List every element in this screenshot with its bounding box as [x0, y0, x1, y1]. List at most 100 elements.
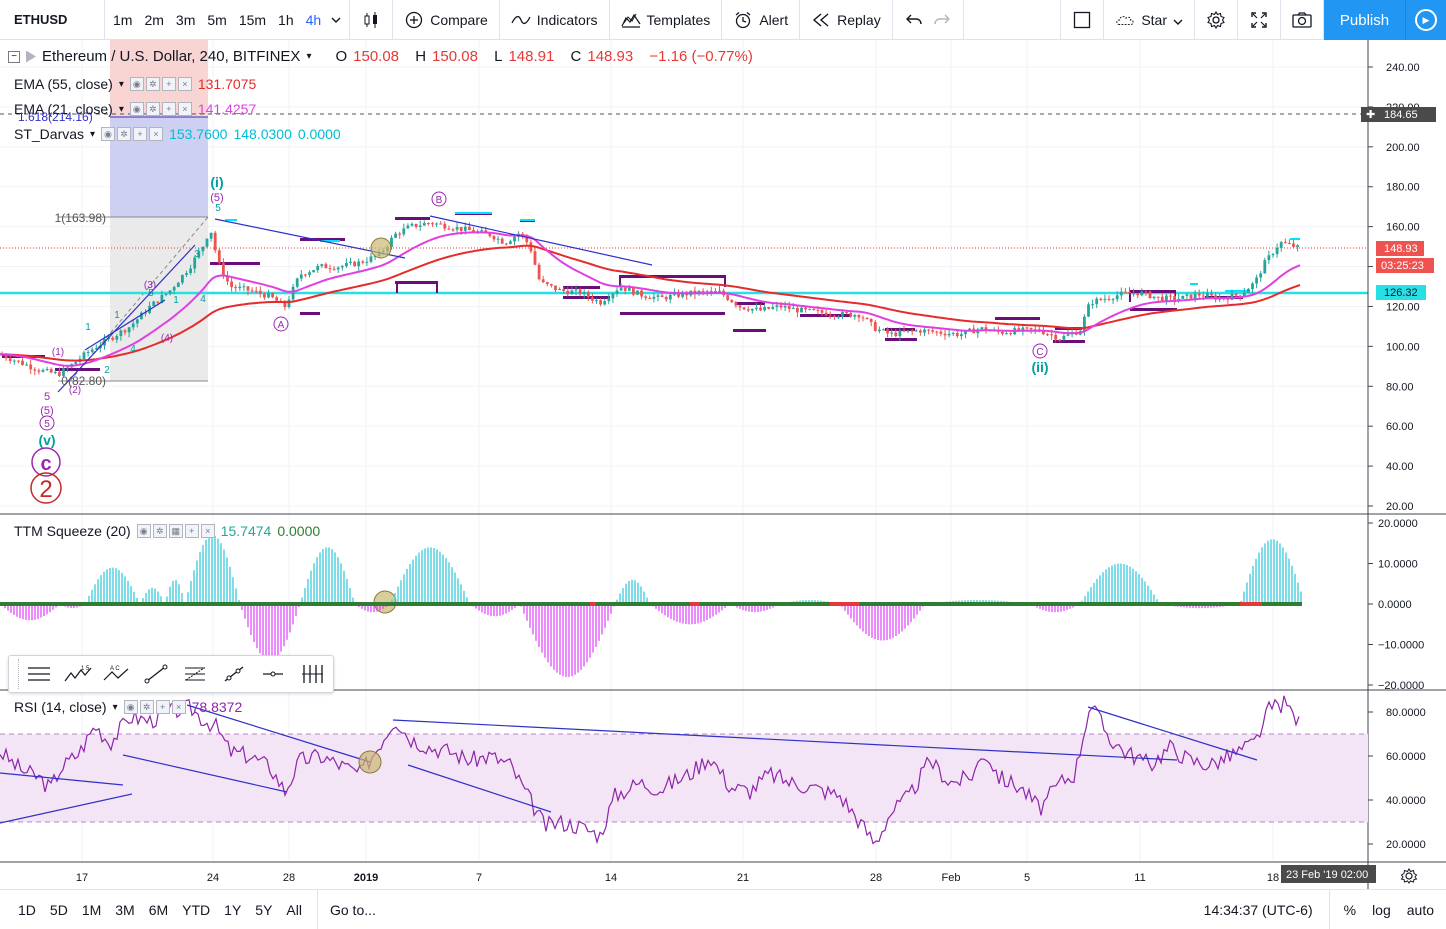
source-icon[interactable]: ▦ — [168, 524, 183, 538]
settings-button[interactable] — [1195, 0, 1238, 40]
collapse-legend-icon[interactable]: − — [8, 50, 20, 63]
plus-icon[interactable]: + — [184, 524, 199, 538]
publish-button[interactable]: Publish — [1324, 0, 1406, 40]
rsi-chevron-icon[interactable]: ▾ — [112, 701, 118, 713]
candle-body — [275, 297, 279, 301]
gear-icon[interactable]: ✲ — [145, 77, 160, 91]
ema55-chevron-icon[interactable]: ▾ — [118, 78, 124, 90]
range-all[interactable]: All — [286, 901, 302, 918]
ray-tool[interactable] — [214, 656, 253, 692]
interval-5m[interactable]: 5m — [207, 11, 227, 28]
range-6m[interactable]: 6M — [148, 901, 169, 918]
legend-chevron-icon[interactable]: ▾ — [306, 51, 312, 62]
replay-button[interactable]: Replay — [800, 0, 893, 40]
close-icon[interactable]: × — [171, 700, 186, 714]
symbol-search[interactable]: ETHUSD — [0, 0, 105, 40]
eye-icon[interactable]: ◉ — [129, 102, 144, 116]
publish-video-button[interactable]: ▶ — [1406, 0, 1446, 40]
range-ytd[interactable]: YTD — [182, 901, 211, 918]
candle-body — [611, 293, 615, 299]
close-icon[interactable]: × — [200, 524, 215, 538]
indicators-button[interactable]: Indicators — [500, 0, 610, 40]
close-icon[interactable]: × — [149, 127, 164, 141]
plus-icon[interactable]: + — [155, 700, 170, 714]
ttm-bar — [577, 604, 579, 673]
darvas-box-edge — [620, 275, 725, 278]
interval-dropdown-chevron-icon[interactable] — [327, 0, 351, 40]
horizontal-ray-tool[interactable] — [253, 656, 292, 692]
candle-body — [652, 296, 656, 299]
interval-4h[interactable]: 4h — [305, 11, 322, 28]
range-5d[interactable]: 5D — [49, 901, 68, 918]
redo-button[interactable] — [928, 0, 964, 40]
chart-type-button[interactable] — [350, 0, 394, 40]
elliott-impulse-tool[interactable]: 1 5 — [58, 656, 97, 692]
ttm-legend-label[interactable]: TTM Squeeze (20) — [14, 523, 131, 539]
interval-1m[interactable]: 1m — [113, 11, 133, 28]
range-5y[interactable]: 5Y — [255, 901, 273, 918]
templates-button[interactable]: Templates — [610, 0, 723, 40]
log-toggle[interactable]: log — [1372, 902, 1391, 918]
interval-3m[interactable]: 3m — [175, 11, 196, 28]
eye-icon[interactable]: ◉ — [101, 127, 116, 141]
gear-icon[interactable]: ✲ — [139, 700, 154, 714]
range-1m[interactable]: 1M — [81, 901, 102, 918]
darvas-box-edge — [300, 238, 345, 241]
chart-canvas[interactable]: (i) (5) 5 B A C (ii) 5 (5) 5 (v) c 2 (1)… — [0, 40, 1446, 889]
elliott-abc-tool[interactable]: A C — [97, 656, 136, 692]
range-3m[interactable]: 3M — [115, 901, 135, 918]
ttm-bar — [646, 597, 648, 605]
ttm-bar — [148, 589, 150, 605]
range-1y[interactable]: 1Y — [224, 901, 242, 918]
fib-retracement-tool[interactable] — [175, 656, 214, 692]
percent-toggle[interactable]: % — [1343, 902, 1357, 918]
candle-body — [250, 290, 254, 292]
horizontal-lines-tool[interactable] — [19, 656, 58, 692]
ttm-bar — [658, 604, 660, 612]
goto-button[interactable]: Go to... — [316, 889, 388, 929]
ema21-chevron-icon[interactable]: ▾ — [118, 103, 124, 115]
layout-button[interactable] — [1060, 0, 1105, 40]
rsi-axis[interactable]: 80.0000 60.0000 40.0000 20.0000 — [1368, 707, 1426, 851]
rsi-legend-label[interactable]: RSI (14, close) — [14, 699, 107, 715]
eye-icon[interactable]: ◉ — [129, 77, 144, 91]
alert-button[interactable]: Alert — [722, 0, 801, 40]
eye-icon[interactable]: ◉ — [136, 524, 151, 538]
fullscreen-icon — [1249, 10, 1269, 30]
snapshot-button[interactable] — [1281, 0, 1324, 40]
range-1d[interactable]: 1D — [18, 901, 36, 918]
fullscreen-button[interactable] — [1238, 0, 1281, 40]
symbol-title[interactable]: Ethereum / U.S. Dollar, 240, BITFINEX — [42, 48, 301, 65]
close-icon[interactable]: × — [177, 77, 192, 91]
eye-icon[interactable]: ◉ — [123, 700, 138, 714]
undo-button[interactable] — [893, 0, 928, 40]
ema55-legend-label[interactable]: EMA (55, close) — [14, 76, 113, 92]
timezone-clock[interactable]: 14:34:37 (UTC-6) — [1188, 890, 1330, 929]
star-chevron-icon — [1173, 12, 1183, 28]
darvas-chevron-icon[interactable]: ▾ — [90, 128, 96, 140]
close-icon[interactable]: × — [177, 102, 192, 116]
plus-icon[interactable]: + — [161, 102, 176, 116]
gear-icon[interactable]: ✲ — [117, 127, 132, 141]
drag-handle[interactable] — [9, 659, 19, 689]
candle-body — [984, 327, 988, 331]
ema21-legend-label[interactable]: EMA (21, close) — [14, 101, 113, 117]
trendline-tool[interactable] — [136, 656, 175, 692]
plus-icon[interactable]: + — [161, 77, 176, 91]
ttm-axis[interactable]: 20.0000 10.0000 0.0000 −10.0000 −20.0000 — [1368, 518, 1424, 692]
plus-icon[interactable]: + — [133, 127, 148, 141]
gear-icon[interactable]: ✲ — [145, 102, 160, 116]
interval-15m[interactable]: 15m — [238, 11, 267, 28]
compare-button[interactable]: Compare — [393, 0, 500, 40]
gear-icon[interactable]: ✲ — [152, 524, 167, 538]
vertical-lines-tool[interactable] — [292, 656, 331, 692]
axis-settings-gear-icon[interactable] — [1400, 868, 1418, 884]
ttm-bar — [121, 572, 123, 605]
auto-toggle[interactable]: auto — [1406, 902, 1434, 918]
star-button[interactable]: Star — [1104, 0, 1195, 40]
interval-1h[interactable]: 1h — [278, 11, 294, 28]
time-axis[interactable]: 17 24 28 2019 7 14 21 28 Feb 5 11 18 — [76, 872, 1279, 884]
darvas-legend-label[interactable]: ST_Darvas — [14, 126, 85, 142]
interval-2m[interactable]: 2m — [144, 11, 164, 28]
ttm-bar — [331, 549, 333, 605]
